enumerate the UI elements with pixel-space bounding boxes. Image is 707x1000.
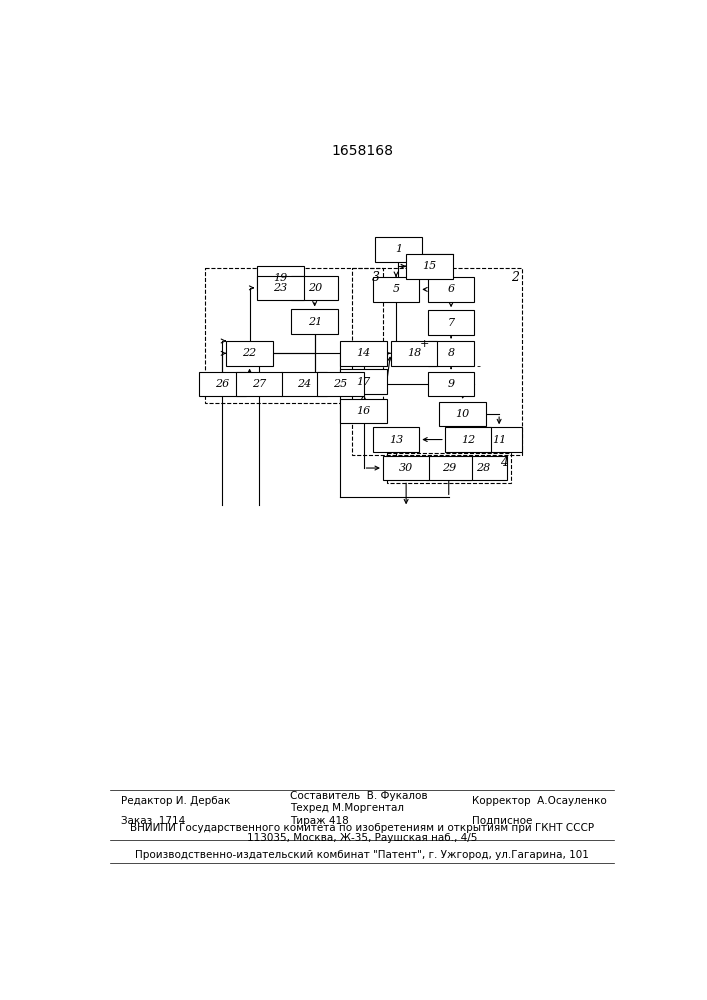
Text: 18: 18 xyxy=(407,348,421,358)
Text: 10: 10 xyxy=(455,409,470,419)
Bar xyxy=(391,341,437,366)
Text: 14: 14 xyxy=(356,348,370,358)
Bar xyxy=(291,309,338,334)
Text: Подписное: Подписное xyxy=(472,816,532,826)
Bar xyxy=(317,372,363,396)
Bar xyxy=(373,427,419,452)
Text: Производственно-издательский комбинат "Патент", г. Ужгород, ул.Гагарина, 101: Производственно-издательский комбинат "П… xyxy=(135,850,589,860)
Text: 113035, Москва, Ж-35, Раушская наб., 4/5: 113035, Москва, Ж-35, Раушская наб., 4/5 xyxy=(247,833,477,843)
Bar xyxy=(281,372,327,396)
Text: 9: 9 xyxy=(448,379,455,389)
Text: 24: 24 xyxy=(297,379,311,389)
Text: Редактор И. Дербак: Редактор И. Дербак xyxy=(121,796,230,806)
Bar xyxy=(257,266,304,290)
Text: 26: 26 xyxy=(216,379,230,389)
Text: Заказ  1714: Заказ 1714 xyxy=(121,816,185,826)
Text: 19: 19 xyxy=(274,273,288,283)
Text: 8: 8 xyxy=(448,348,455,358)
Bar xyxy=(340,369,387,394)
Text: 15: 15 xyxy=(422,261,436,271)
Bar xyxy=(257,276,304,300)
Bar xyxy=(204,268,383,403)
Bar xyxy=(375,237,421,262)
Text: +: + xyxy=(420,339,429,349)
Text: Техред М.Моргентал: Техред М.Моргентал xyxy=(290,803,404,813)
Bar xyxy=(428,277,474,302)
Bar xyxy=(460,456,507,480)
Text: 21: 21 xyxy=(308,317,322,327)
Text: 1: 1 xyxy=(395,244,402,254)
Bar xyxy=(428,372,474,396)
Text: 1658168: 1658168 xyxy=(331,144,393,158)
Text: 2: 2 xyxy=(511,271,519,284)
Text: 5: 5 xyxy=(392,284,399,294)
Text: 11: 11 xyxy=(492,435,506,445)
Text: 28: 28 xyxy=(477,463,491,473)
Text: 29: 29 xyxy=(442,463,456,473)
Bar xyxy=(235,372,282,396)
Bar xyxy=(291,276,338,300)
Bar xyxy=(428,341,474,366)
Text: 13: 13 xyxy=(389,435,403,445)
Text: 20: 20 xyxy=(308,283,322,293)
Text: 7: 7 xyxy=(448,318,455,328)
Text: 16: 16 xyxy=(356,406,370,416)
Text: 17: 17 xyxy=(356,377,370,387)
Text: 12: 12 xyxy=(461,435,475,445)
Text: -: - xyxy=(477,361,481,371)
Bar xyxy=(387,453,510,483)
Text: 22: 22 xyxy=(243,348,257,358)
Text: 30: 30 xyxy=(399,463,414,473)
Bar xyxy=(199,372,246,396)
Bar xyxy=(426,456,472,480)
Text: Составитель  В. Фукалов: Составитель В. Фукалов xyxy=(290,791,428,801)
Text: 3: 3 xyxy=(372,271,380,284)
Text: Корректор  А.Осауленко: Корректор А.Осауленко xyxy=(472,796,607,806)
Bar xyxy=(340,399,387,423)
Bar xyxy=(428,310,474,335)
Bar xyxy=(352,268,522,455)
Bar xyxy=(445,427,491,452)
Text: 23: 23 xyxy=(274,283,288,293)
Text: 6: 6 xyxy=(448,284,455,294)
Bar xyxy=(226,341,273,366)
Text: Тираж 418: Тираж 418 xyxy=(290,816,349,826)
Bar xyxy=(440,402,486,426)
Text: 27: 27 xyxy=(252,379,266,389)
Text: 4: 4 xyxy=(500,456,508,469)
Bar xyxy=(476,427,522,452)
Bar xyxy=(373,277,419,302)
Text: 25: 25 xyxy=(333,379,347,389)
Bar xyxy=(406,254,452,279)
Bar xyxy=(383,456,429,480)
Text: ВНИИПИ Государственного комитета по изобретениям и открытиям при ГКНТ СССР: ВНИИПИ Государственного комитета по изоб… xyxy=(130,823,594,833)
Bar xyxy=(340,341,387,366)
